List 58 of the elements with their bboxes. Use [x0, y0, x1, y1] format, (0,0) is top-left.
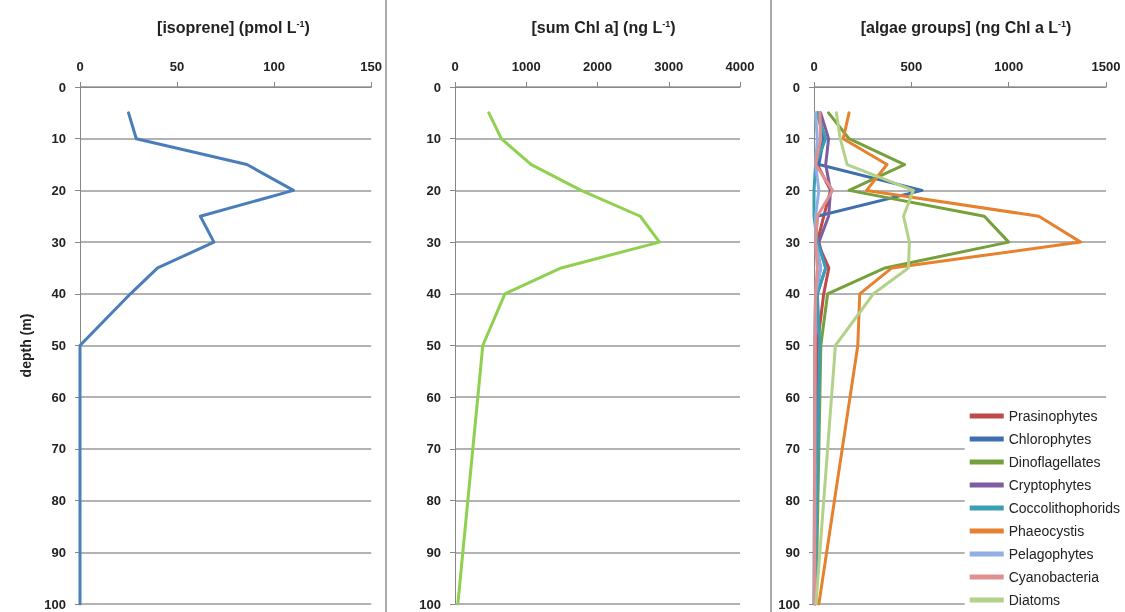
x-tick-label: 150	[360, 59, 383, 74]
y-tick-label: 60	[785, 389, 800, 405]
y-tick-label: 10	[51, 131, 66, 147]
y-tick-label: 70	[51, 441, 66, 457]
y-tick-label: 100	[419, 596, 441, 612]
legend-label: Chlorophytes	[1008, 431, 1092, 447]
x-tick-label: 3000	[654, 59, 684, 74]
x-tick-label: 1500	[1091, 59, 1121, 74]
x-tick-label: 500	[900, 59, 923, 74]
y-tick-label: 100	[44, 596, 66, 612]
y-tick-label: 70	[426, 441, 441, 457]
y-tick-label: 90	[785, 544, 800, 560]
x-tick-label: 100	[263, 59, 285, 74]
x-tick-label: 2000	[583, 59, 612, 74]
y-tick-label: 100	[778, 596, 800, 612]
y-tick-label: 50	[51, 338, 66, 353]
y-tick-label: 10	[785, 131, 800, 147]
legend-label: Dinoflagellates	[1008, 454, 1101, 470]
x-tick-label: 0	[76, 59, 84, 74]
x-tick-label: 1000	[511, 59, 541, 74]
legend-label: Coccolithophorids	[1008, 500, 1121, 516]
y-axis-title: depth (m)	[18, 313, 35, 378]
x-tick-label: 1000	[994, 59, 1024, 74]
y-tick-label: 0	[792, 79, 800, 95]
y-tick-label: 60	[51, 389, 66, 405]
y-tick-label: 40	[785, 286, 800, 302]
y-tick-label: 40	[51, 286, 66, 302]
y-tick-label: 0	[58, 79, 66, 95]
y-tick-label: 80	[51, 493, 66, 509]
legend-label: Prasinophytes	[1008, 408, 1098, 424]
x-tick-label: 0	[810, 59, 818, 74]
legend-label: Phaeocystis	[1008, 523, 1085, 539]
legend-label: Cryptophytes	[1008, 477, 1092, 493]
line-series	[456, 111, 661, 606]
y-tick-label: 90	[51, 544, 66, 560]
x-tick-label: 50	[169, 59, 185, 74]
y-tick-label: 20	[426, 182, 441, 198]
y-tick-label: 60	[426, 389, 441, 405]
line-series	[78, 111, 296, 606]
x-tick-label: 0	[451, 59, 459, 74]
legend-label: Diatoms	[1008, 592, 1061, 608]
legend-label: Cyanobacteria	[1008, 569, 1100, 585]
y-tick-label: 10	[426, 131, 441, 147]
x-tick-label: 4000	[725, 59, 755, 74]
y-tick-label: 80	[426, 493, 441, 509]
y-tick-label: 50	[785, 338, 800, 353]
y-tick-label: 40	[426, 286, 441, 302]
y-tick-label: 80	[785, 493, 800, 509]
y-tick-label: 0	[433, 79, 441, 95]
y-tick-label: 30	[51, 234, 66, 250]
legend-label: Pelagophytes	[1008, 546, 1094, 562]
y-tick-label: 30	[785, 234, 800, 250]
y-tick-label: 50	[426, 338, 441, 353]
y-tick-label: 70	[785, 441, 800, 457]
y-tick-label: 20	[51, 182, 66, 198]
y-tick-label: 20	[785, 182, 800, 198]
y-tick-label: 90	[426, 544, 441, 560]
y-tick-label: 30	[426, 234, 441, 250]
